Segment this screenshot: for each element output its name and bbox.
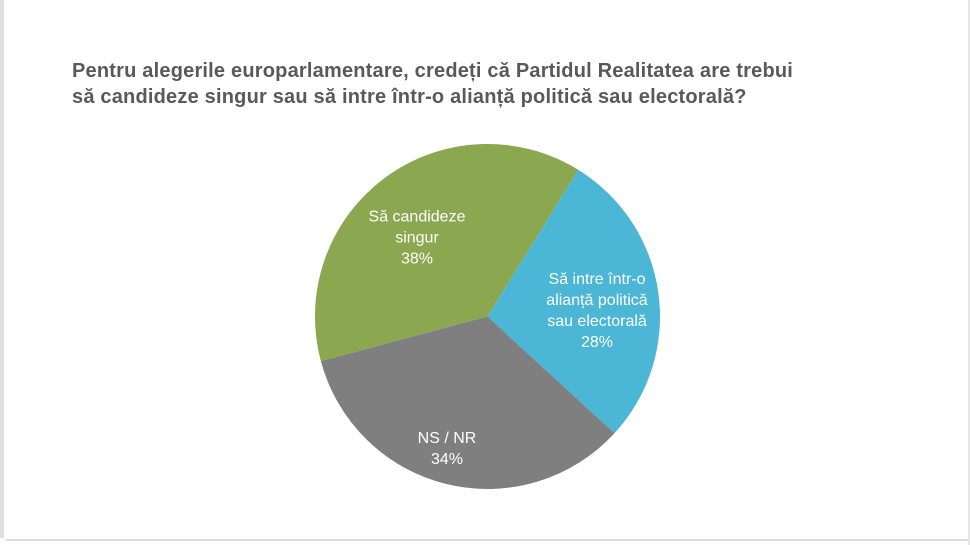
chart-title-line-1: Pentru alegerile europarlamentare, crede… [72, 60, 794, 82]
window-left-edge [0, 0, 4, 538]
chart-title-line-2: să candideze singur sau să intre într-o … [72, 86, 747, 108]
pie-chart [315, 144, 660, 489]
pie-slice-ns-nr [320, 316, 615, 489]
chart-title: Pentru alegerile europarlamentare, crede… [72, 58, 932, 110]
window-bottom-edge [6, 539, 970, 541]
window-right-edge [968, 0, 970, 545]
pie-slice-alianta-politica [487, 169, 660, 434]
pie-slice-candideze-singur [315, 144, 579, 362]
